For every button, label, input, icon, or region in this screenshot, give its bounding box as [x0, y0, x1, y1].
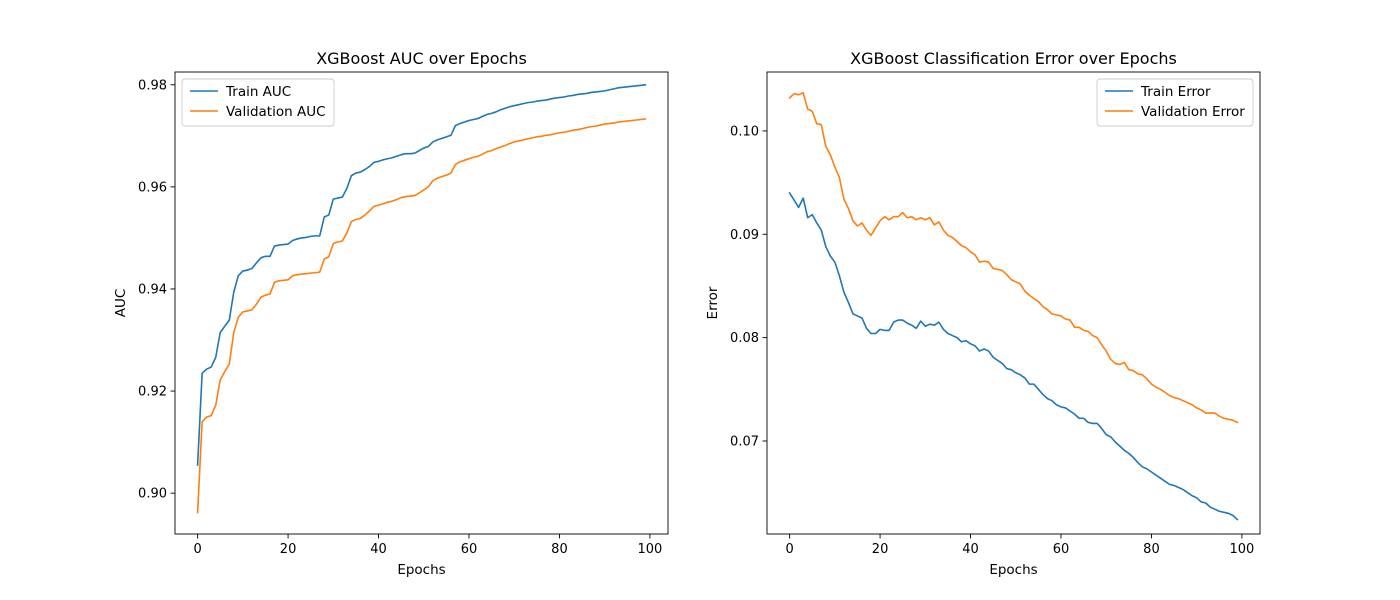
error-axes-frame [766, 71, 1261, 535]
auc-axes-frame [174, 71, 669, 535]
error-x-tick-label: 100 [1229, 542, 1254, 557]
error-series-line-train [788, 191, 1239, 521]
error-x-tick-label: 20 [872, 542, 889, 557]
auc-y-tick-label: 0.94 [138, 282, 167, 297]
auc-x-tick-label: 20 [280, 542, 297, 557]
error-y-axis-label: Error [705, 286, 721, 319]
error-x-tick-label: 80 [1143, 542, 1160, 557]
error-x-axis-label: Epochs [989, 562, 1037, 578]
auc-legend-label-train: Train AUC [225, 84, 291, 100]
error-chart: XGBoost Classification Error over Epochs… [705, 49, 1261, 578]
auc-x-tick-label: 60 [461, 542, 478, 557]
error-y-tick-label: 0.10 [730, 124, 759, 139]
auc-legend: Train AUC Validation AUC [181, 78, 335, 127]
auc-x-tick-label: 80 [551, 542, 568, 557]
auc-x-tick-label: 40 [370, 542, 387, 557]
auc-series-line-train [196, 83, 647, 466]
error-legend: Train Error Validation Error [1096, 78, 1254, 127]
error-y-tick-label: 0.08 [730, 331, 759, 346]
auc-y-tick-label: 0.96 [138, 180, 167, 195]
error-legend-label-validation: Validation Error [1141, 104, 1245, 120]
error-x-tick-label: 60 [1053, 542, 1070, 557]
error-legend-box [1096, 78, 1254, 127]
auc-y-tick-label: 0.90 [138, 487, 167, 502]
auc-legend-label-validation: Validation AUC [226, 104, 326, 120]
auc-series-line-validation [196, 118, 647, 514]
error-y-tick-label: 0.07 [730, 434, 759, 449]
error-series-line-validation [788, 91, 1239, 424]
error-legend-label-train: Train Error [1140, 84, 1211, 100]
auc-y-tick-label: 0.92 [138, 385, 167, 400]
error-y-tick-label: 0.09 [730, 228, 759, 243]
error-x-tick-label: 0 [785, 542, 793, 557]
auc-chart: XGBoost AUC over Epochs 0 20 40 60 80 100 0.90 0… [113, 49, 669, 578]
auc-y-tick-label: 0.98 [138, 78, 167, 93]
auc-y-axis-label: AUC [113, 289, 129, 318]
error-x-tick-label: 40 [962, 542, 979, 557]
auc-x-tick-label: 100 [637, 542, 662, 557]
auc-x-tick-label: 0 [193, 542, 201, 557]
error-chart-title: XGBoost Classification Error over Epochs [850, 49, 1177, 68]
auc-x-axis-label: Epochs [397, 562, 445, 578]
auc-legend-box [181, 78, 335, 127]
auc-chart-title: XGBoost AUC over Epochs [316, 49, 527, 68]
